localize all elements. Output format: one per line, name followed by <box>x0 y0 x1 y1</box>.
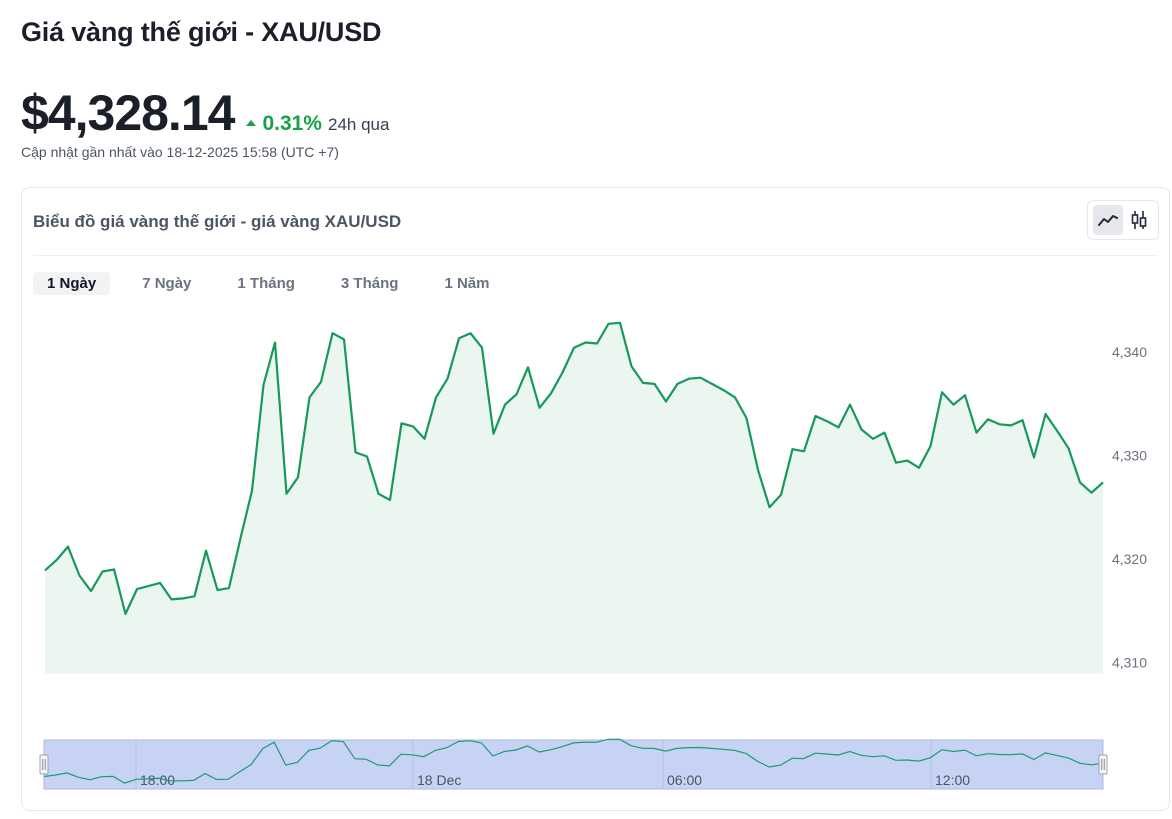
tab-3-months[interactable]: 3 Tháng <box>340 275 399 292</box>
tab-7-days[interactable]: 7 Ngày <box>142 275 192 292</box>
card-divider <box>33 255 1158 256</box>
arrow-up-icon <box>246 120 257 126</box>
range-tabs: 1 Ngày 7 Ngày 1 Tháng 3 Tháng 1 Năm <box>33 272 521 295</box>
line-chart-button[interactable] <box>1092 205 1123 235</box>
change-percent: 0.31% <box>262 112 322 135</box>
last-updated: Cập nhật gần nhất vào 18-12-2025 15:58 (… <box>21 144 339 160</box>
x-tick-label: 18 Dec <box>417 772 461 788</box>
navigator-line <box>43 738 1104 784</box>
navigator-handle-left[interactable] <box>39 754 49 775</box>
price-change: 0.31% 24h qua <box>246 112 389 136</box>
tab-1-year[interactable]: 1 Năm <box>444 275 490 292</box>
y-tick-label: 4,310 <box>1112 655 1147 671</box>
price-area <box>45 322 1103 673</box>
y-tick-label: 4,330 <box>1112 447 1147 463</box>
navigator-range <box>43 739 1104 790</box>
navigator-handle-right[interactable] <box>1098 754 1108 775</box>
price-line <box>44 321 1104 616</box>
y-tick-label: 4,320 <box>1112 551 1147 567</box>
price-summary: $4,328.14 0.31% 24h qua <box>21 84 389 142</box>
tab-1-month[interactable]: 1 Tháng <box>237 275 295 292</box>
candlestick-chart-icon <box>1131 211 1146 229</box>
line-chart-icon <box>1097 215 1118 226</box>
chart-type-toggle <box>1087 200 1159 240</box>
x-tick-label: 12:00 <box>935 772 970 788</box>
y-tick-label: 4,340 <box>1112 344 1147 360</box>
change-period: 24h qua <box>327 115 390 134</box>
chart-card-title: Biểu đồ giá vàng thế giới - giá vàng XAU… <box>33 212 402 231</box>
current-price: $4,328.14 <box>21 85 235 141</box>
candlestick-chart-button[interactable] <box>1124 205 1154 235</box>
page-title: Giá vàng thế giới - XAU/USD <box>21 17 382 47</box>
x-tick-label: 06:00 <box>667 772 702 788</box>
x-tick-label: 18:00 <box>140 772 175 788</box>
tab-1-day[interactable]: 1 Ngày <box>33 272 111 295</box>
